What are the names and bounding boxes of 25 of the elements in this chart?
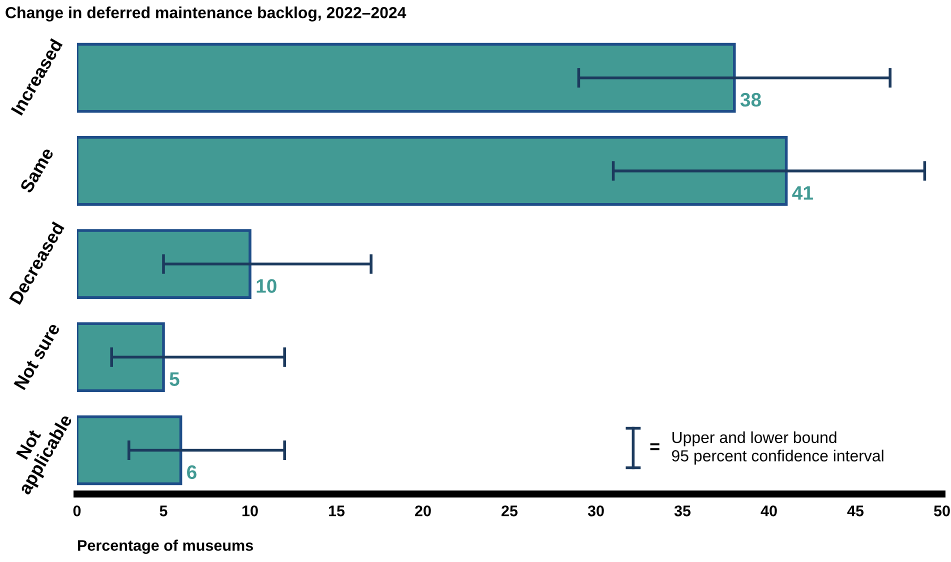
x-tick-label: 50 [934,506,950,516]
x-tick-label: 5 [160,506,168,516]
bar [77,229,252,299]
data-label: 10 [256,279,276,293]
x-tick-label: 10 [242,506,258,516]
x-tick-label: 45 [847,506,864,516]
x-axis-title: Percentage of museums [78,540,253,554]
bar [77,322,165,392]
bar [77,136,788,206]
annotation: Upper and lower bound 95 percent confidence interval [672,431,884,465]
x-tick-label: 35 [674,506,691,516]
x-tick-label: 0 [73,506,81,516]
x-tick-label: 25 [502,506,518,516]
data-label: 6 [187,465,196,480]
data-label: 38 [740,92,761,107]
x-tick-label: 30 [588,506,604,516]
x-tick-label: 20 [415,506,431,516]
annotation: = [650,443,660,450]
bar [77,415,182,486]
x-tick-label: 15 [328,506,345,516]
x-tick-label: 40 [760,506,777,516]
data-label: 41 [792,186,813,200]
data-label: 5 [170,372,180,386]
bar [77,42,736,113]
chart-title: Change in deferred maintenance backlog, 2022–2024 [6,6,406,22]
